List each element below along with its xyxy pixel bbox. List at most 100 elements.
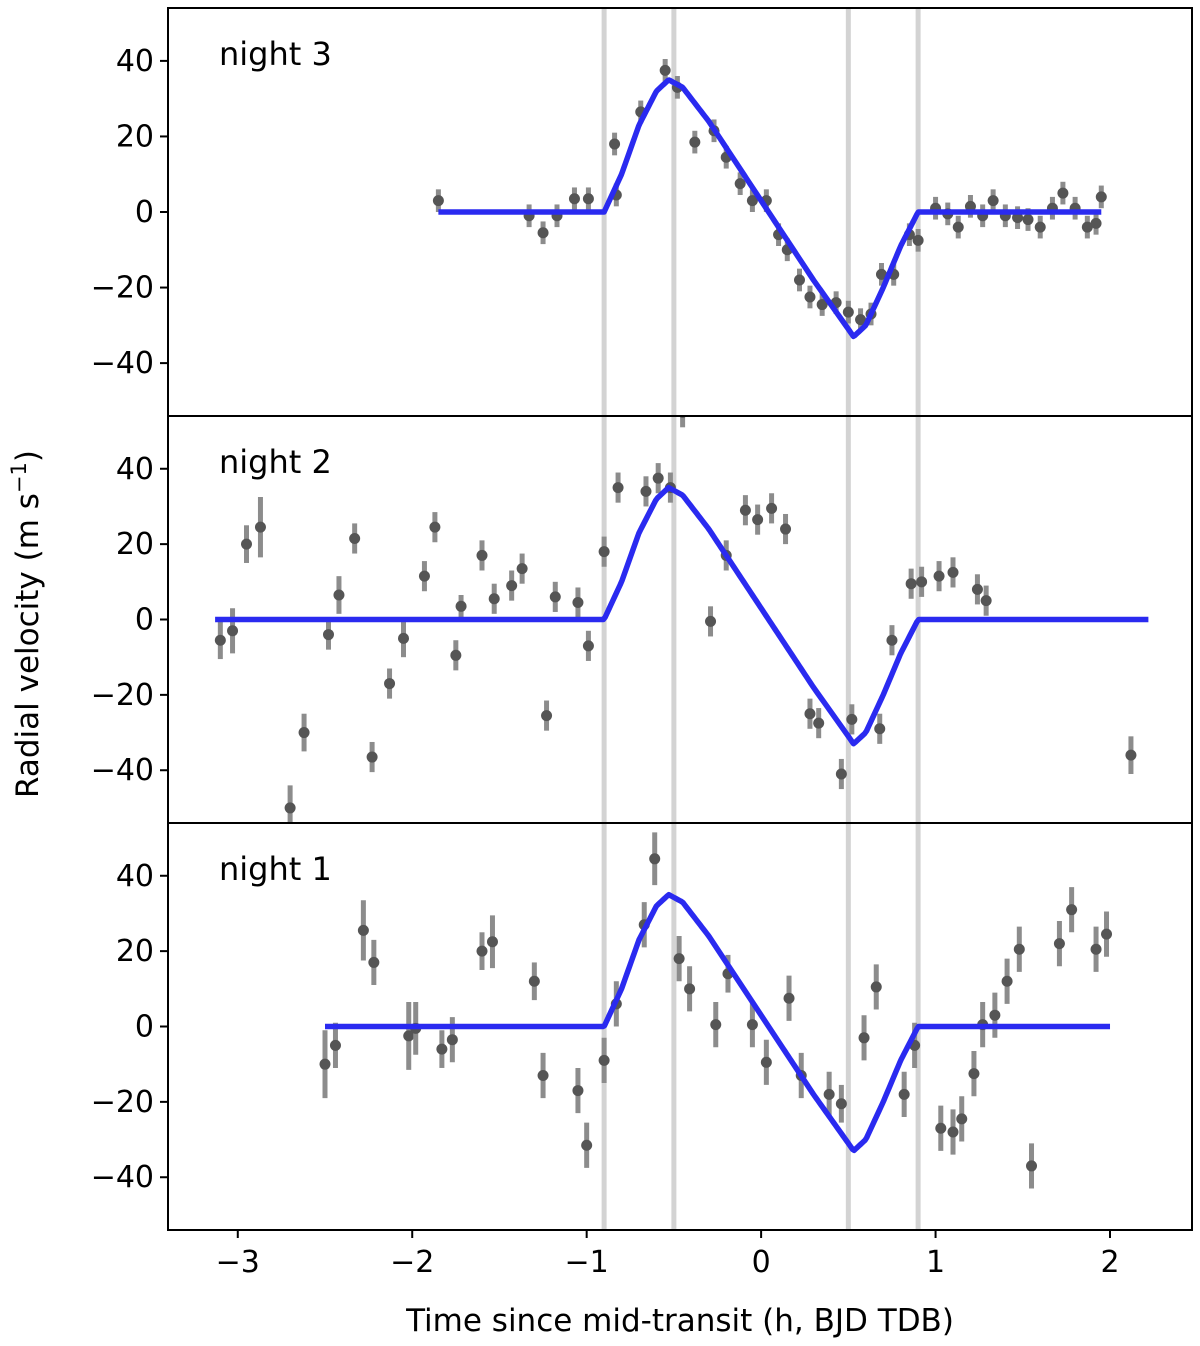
point-marker <box>905 578 917 590</box>
point-marker <box>476 549 488 561</box>
plot-content <box>214 416 1150 823</box>
y-tick-label: −40 <box>91 753 154 788</box>
point-marker <box>971 583 983 595</box>
data-point <box>842 300 854 324</box>
point-marker <box>858 1032 870 1044</box>
point-marker <box>780 523 792 535</box>
data-point <box>649 832 661 886</box>
point-marker <box>916 576 928 588</box>
data-point <box>298 713 310 752</box>
point-marker <box>284 802 296 814</box>
data-point <box>609 132 621 156</box>
night-label: night 3 <box>219 35 332 73</box>
data-point <box>1053 920 1065 967</box>
y-tick-label: −20 <box>91 1085 154 1120</box>
panel-night-1: −40 −20 0 20 40 night 1 <box>91 822 1193 1231</box>
data-point <box>640 476 652 507</box>
point-marker <box>609 138 621 150</box>
point-marker <box>568 193 580 205</box>
point-marker <box>1057 187 1069 199</box>
data-point <box>582 630 594 661</box>
data-point <box>1057 181 1069 205</box>
panel-night-3: −40 −20 0 20 40 night 3 <box>91 7 1193 417</box>
data-point <box>760 1039 772 1085</box>
model-curve <box>214 484 1150 747</box>
point-marker <box>333 589 345 601</box>
point-marker <box>541 710 553 722</box>
data-point <box>705 606 717 637</box>
data-point <box>1090 212 1102 235</box>
y-axis-label-exponent: −1 <box>7 462 31 493</box>
data-point <box>1026 1143 1038 1189</box>
y-tick-label: −20 <box>91 678 154 713</box>
point-marker <box>1090 943 1102 955</box>
point-marker <box>1090 217 1102 229</box>
point-marker <box>870 981 882 993</box>
point-marker <box>298 727 310 739</box>
point-marker <box>684 983 696 995</box>
point-marker <box>1053 938 1065 950</box>
point-marker <box>357 924 369 936</box>
point-marker <box>968 1068 980 1080</box>
data-point <box>766 493 778 524</box>
point-marker <box>1012 212 1024 224</box>
point-marker <box>366 751 378 763</box>
data-point <box>1001 958 1013 1004</box>
y-tick-label: 0 <box>135 195 154 230</box>
data-point <box>598 1037 610 1084</box>
data-point <box>935 1105 947 1151</box>
y-tick-label: 0 <box>135 603 154 638</box>
point-marker <box>952 221 964 233</box>
x-tick-label: −2 <box>390 1245 434 1280</box>
plot-area: −40 −20 0 20 40 <box>91 7 1193 417</box>
point-marker <box>403 1030 415 1042</box>
point-marker <box>823 1088 835 1100</box>
x-axis-label: Time since mid-transit (h, BJD TDB) <box>405 1303 954 1339</box>
point-marker <box>793 274 805 286</box>
point-marker <box>446 1034 458 1046</box>
night-label: night 2 <box>219 443 332 481</box>
point-marker <box>319 1058 331 1070</box>
y-tick-label: 40 <box>116 44 154 79</box>
point-marker <box>705 615 717 627</box>
point-marker <box>537 227 549 239</box>
data-point <box>455 595 467 618</box>
night-label: night 1 <box>219 850 332 888</box>
point-marker <box>813 717 825 729</box>
point-marker <box>1001 975 1013 987</box>
data-point <box>486 915 498 969</box>
data-point <box>450 640 462 671</box>
y-tick-label: 20 <box>116 527 154 562</box>
point-marker <box>649 853 661 865</box>
point-marker <box>455 600 467 612</box>
data-point <box>549 581 561 612</box>
x-axis-ticks: −3 −2 −1 0 1 2 <box>216 1230 1120 1280</box>
data-point <box>980 585 992 616</box>
data-point <box>516 553 528 584</box>
point-marker <box>429 521 441 533</box>
point-marker <box>1101 928 1113 940</box>
data-point <box>752 504 764 535</box>
point-marker <box>528 975 540 987</box>
point-marker <box>746 195 758 207</box>
data-point <box>947 1109 959 1155</box>
data-point <box>1081 215 1093 239</box>
point-marker <box>734 178 746 190</box>
data-point <box>284 785 296 823</box>
point-marker <box>956 1113 968 1125</box>
point-marker <box>816 299 828 311</box>
data-point <box>528 962 540 1001</box>
point-marker <box>912 234 924 246</box>
point-marker <box>1081 221 1093 233</box>
point-marker <box>752 514 764 526</box>
y-tick-label: −40 <box>91 346 154 381</box>
data-point <box>956 1096 968 1142</box>
data-point <box>835 758 847 790</box>
x-tick-label: 2 <box>1100 1245 1119 1280</box>
data-point <box>746 189 758 212</box>
point-marker <box>1022 214 1034 226</box>
plot-area: −40 −20 0 20 40 <box>91 415 1193 824</box>
point-marker <box>846 713 858 725</box>
data-point <box>835 1084 847 1123</box>
y-axis-label-main: Radial velocity (m s <box>10 493 46 798</box>
